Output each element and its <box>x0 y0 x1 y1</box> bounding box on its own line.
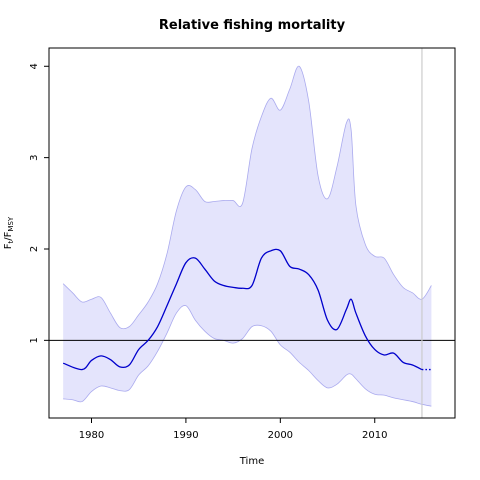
y-label-slash: /F <box>3 231 14 240</box>
band-lower-edge <box>63 305 432 407</box>
y-label-f: F <box>3 243 14 249</box>
x-tick-label-1990: 1990 <box>173 430 198 441</box>
estimate-line <box>62 248 423 371</box>
band-upper-edge <box>62 65 432 330</box>
confidence-band <box>63 66 432 407</box>
y-tick-label-3: 3 <box>29 154 40 160</box>
chart-title: Relative fishing mortality <box>159 18 346 33</box>
y-axis-label: Ft/FMSY <box>3 216 15 249</box>
y-tick-label-2: 2 <box>29 246 40 252</box>
y-axis: 1 2 3 4 <box>29 63 49 344</box>
x-tick-label-2010: 2010 <box>362 430 387 441</box>
y-label-sub-msy: MSY <box>7 216 15 231</box>
x-tick-label-1980: 1980 <box>79 430 104 441</box>
y-tick-label-4: 4 <box>29 63 40 69</box>
x-axis: 1980 1990 2000 2010 <box>79 418 387 441</box>
x-axis-label: Time <box>239 456 264 467</box>
y-label-sub-t: t <box>7 240 15 243</box>
y-tick-label-1: 1 <box>29 337 40 343</box>
plot-area <box>49 48 455 418</box>
plot-frame <box>48 47 456 419</box>
x-tick-label-2000: 2000 <box>268 430 293 441</box>
